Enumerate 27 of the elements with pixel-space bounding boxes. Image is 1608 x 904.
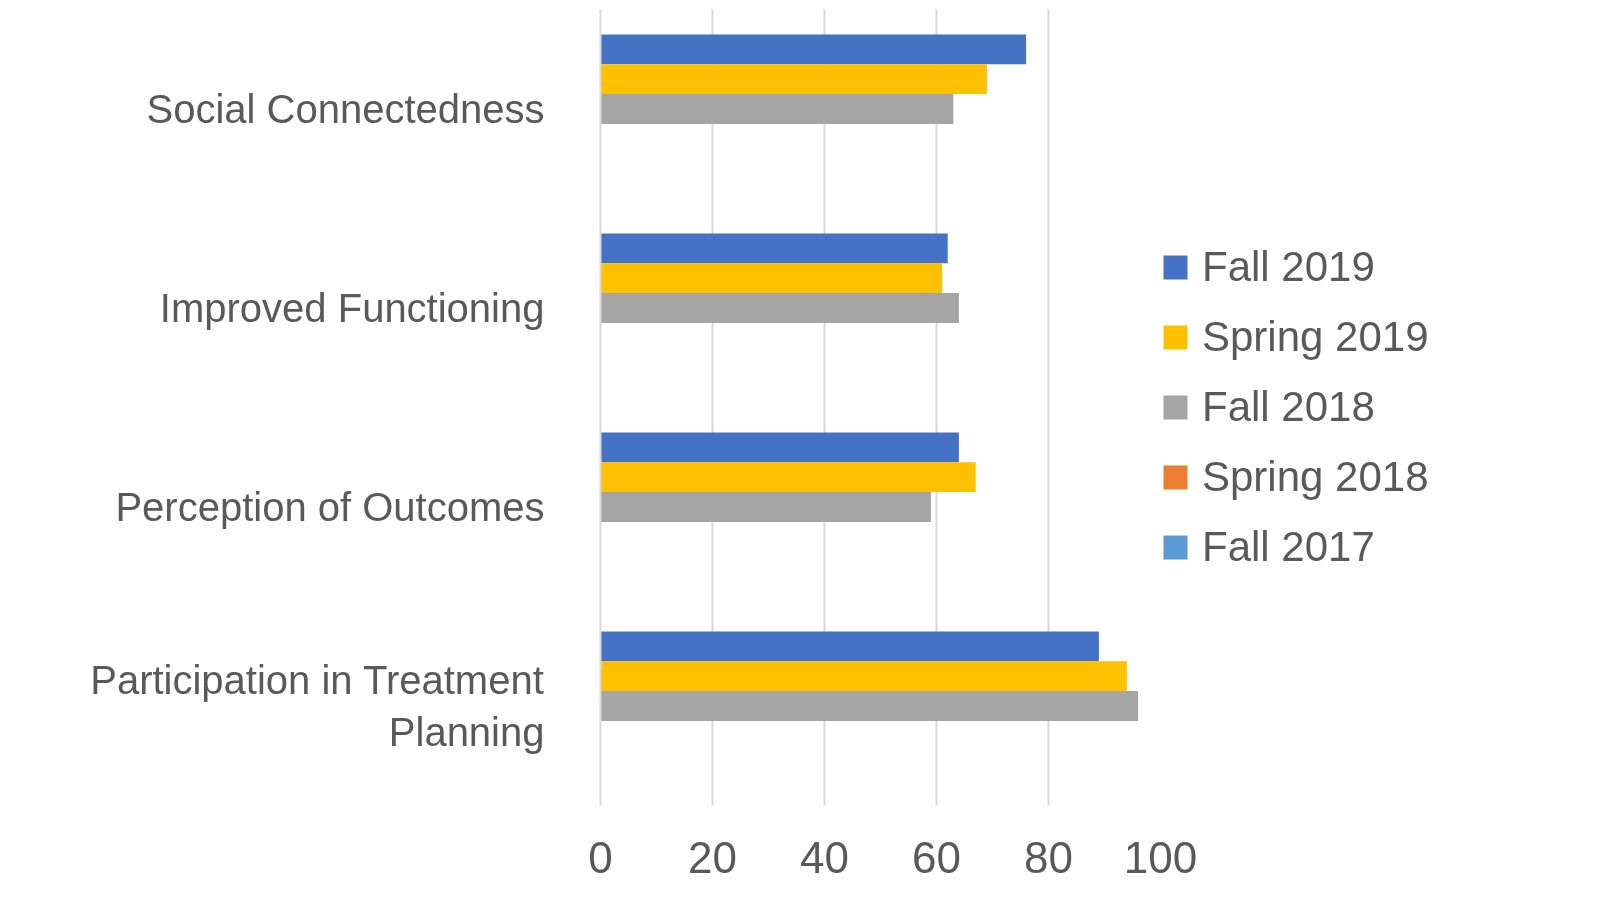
bar — [600, 462, 976, 493]
legend-label: Spring 2019 — [1202, 313, 1429, 361]
bar — [600, 94, 954, 124]
bar — [600, 492, 931, 522]
x-tick-label: 60 — [912, 832, 961, 882]
y-tick-label: Participation in Treatment Planning — [90, 657, 545, 755]
x-tick-label: 0 — [588, 832, 613, 882]
legend-label: Spring 2018 — [1202, 453, 1429, 501]
legend-label: Fall 2018 — [1202, 383, 1375, 431]
bar — [600, 263, 943, 294]
y-tick-label: Social Connectedness — [146, 87, 545, 131]
bar — [600, 233, 948, 264]
bar — [600, 432, 959, 463]
x-tick-label: 80 — [1024, 832, 1073, 882]
x-tick-label: 100 — [1123, 832, 1198, 882]
bar — [600, 64, 987, 95]
legend-label: Fall 2019 — [1202, 243, 1375, 291]
legend-label: Fall 2017 — [1202, 523, 1375, 571]
bar — [600, 34, 1027, 65]
y-tick-label: Improved Functioning — [159, 286, 545, 330]
bar — [600, 293, 959, 323]
bar — [600, 661, 1127, 692]
bar — [600, 631, 1099, 662]
bar — [600, 691, 1139, 721]
y-tick-label: Perception of Outcomes — [115, 485, 545, 529]
x-tick-label: 20 — [688, 832, 737, 882]
x-tick-label: 40 — [800, 832, 849, 882]
